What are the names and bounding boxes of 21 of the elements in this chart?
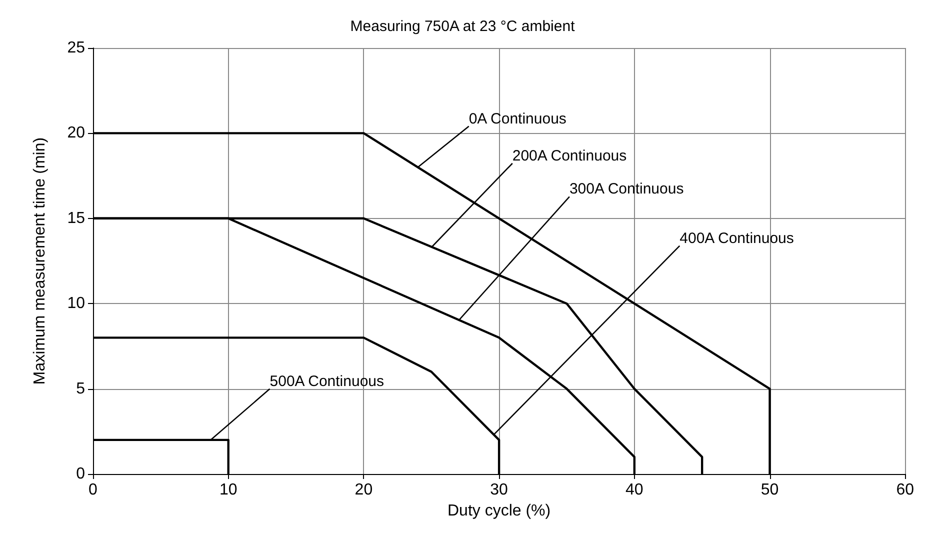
x-tick-label: 50 [760, 482, 779, 498]
x-tick-label: 30 [490, 482, 508, 498]
y-tick-label: 0 [76, 466, 86, 482]
x-tick-label: 10 [219, 482, 238, 498]
y-axis-title: Maximum measurement time (min) [32, 137, 48, 385]
annotation: 500A Continuous [270, 372, 384, 390]
annotation: 0A Continuous [468, 110, 566, 128]
y-tick-label: 5 [76, 380, 86, 398]
y-tick-label: 25 [67, 40, 86, 56]
x-axis-title: Duty cycle (%) [447, 502, 551, 520]
chart-title: Measuring 750A at 23 °C ambient [350, 18, 576, 35]
x-tick-label: 0 [88, 482, 98, 498]
annotation: 200A Continuous [512, 147, 627, 164]
annotation: 300A Continuous [569, 180, 684, 198]
x-tick-label: 20 [354, 482, 373, 498]
x-tick-label: 40 [626, 482, 644, 498]
y-tick-label: 20 [67, 124, 86, 142]
y-tick-label: 15 [67, 210, 86, 227]
y-tick-label: 10 [67, 295, 86, 312]
x-tick-label: 60 [896, 482, 914, 498]
annotation: 400A Continuous [680, 230, 794, 247]
